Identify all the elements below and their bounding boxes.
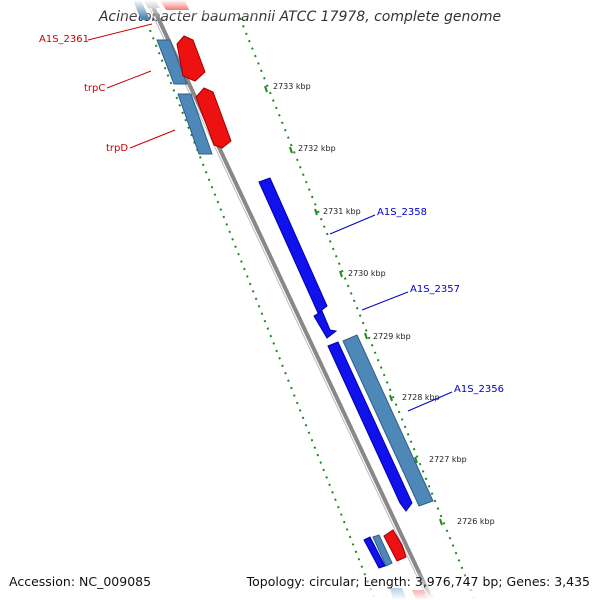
label-leader [129,129,176,149]
gene-labels-left: A1S_2361 trpC trpD [39,23,176,154]
scale-label: 2730 kbp [348,269,386,278]
scale-tick [339,270,343,278]
label-leader [87,23,153,41]
scale-tick [389,394,393,402]
gene-shape [176,35,206,82]
genome-backbone [150,4,434,600]
scale-tick [364,332,368,340]
gene-shape [363,536,386,569]
scale-tick [264,85,268,93]
scale-label: 2729 kbp [373,332,411,341]
accession-text: Accession: NC_009085 [9,574,152,589]
label-leader [106,70,152,89]
label-leader [361,291,409,311]
scale-ticks [264,85,443,526]
scale-label: 2731 kbp [323,207,361,216]
gene-labels-right: A1S_2358 A1S_2357 A1S_2356 [329,207,504,412]
gene-a1s-2358[interactable] [258,177,328,314]
scale-tick [289,146,293,154]
gene-shape [342,334,434,507]
bottom-fade [350,570,500,600]
ruler-right [239,17,476,600]
ruler-dots [149,17,476,600]
scale-labels: 2733 kbp 2732 kbp 2731 kbp 2730 kbp 2729… [273,82,495,526]
gene-shape [195,87,232,149]
topology-text: Topology: circular; Length: 3,976,747 bp… [246,574,590,589]
gene-label: A1S_2358 [377,207,427,218]
gene-shape [258,177,328,314]
scale-tick [314,208,318,216]
gene-shape [383,529,407,562]
gene-trpc-trpd[interactable] [177,87,232,155]
scale-label: 2733 kbp [273,82,311,91]
top-fade [120,0,260,18]
gene-a1s-2361[interactable] [156,35,206,85]
scale-label: 2727 kbp [429,455,467,464]
gene-shape [177,93,213,155]
genes-bottom[interactable] [350,529,500,600]
scale-label: 2732 kbp [298,144,336,153]
label-leader [329,214,376,235]
gene-label: trpC [84,83,105,94]
gene-label: trpD [106,143,128,154]
gene-label: A1S_2357 [410,284,460,295]
ruler-left [149,29,376,600]
gene-shape [327,341,413,512]
genes-top [120,0,260,20]
gene-shape [156,39,188,85]
gene-shape [313,310,338,339]
gene-label: A1S_2361 [39,34,89,45]
scale-tick [414,456,418,464]
scale-label: 2726 kbp [457,517,495,526]
gene-a1s-2356[interactable] [327,334,434,512]
gene-shape [372,534,393,567]
scale-label: 2728 kbp [402,393,440,402]
gene-a1s-2357[interactable] [313,310,338,339]
scale-tick [439,518,443,526]
gene-label: A1S_2356 [454,384,504,395]
label-leader [407,391,453,412]
